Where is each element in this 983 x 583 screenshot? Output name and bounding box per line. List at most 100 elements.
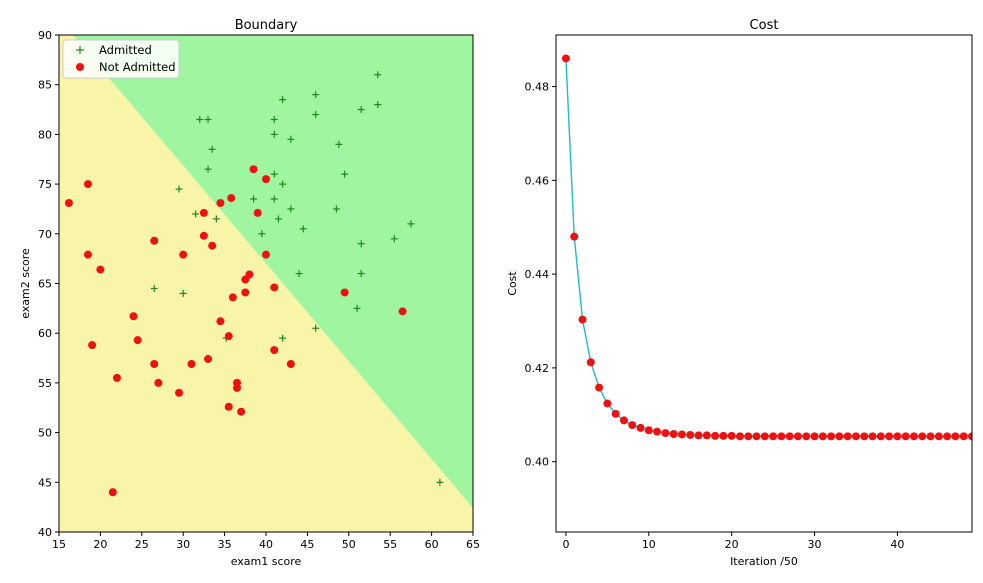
- cost-point: [818, 432, 827, 441]
- admitted-point: [270, 115, 278, 123]
- cost-point: [868, 432, 877, 441]
- admitted-point: [287, 205, 295, 213]
- cost-point: [951, 432, 960, 441]
- cost-point: [760, 432, 769, 441]
- x-tick-label: 20: [725, 538, 739, 551]
- y-tick-label: 60: [38, 327, 52, 340]
- cost-point: [918, 432, 927, 441]
- cost-title: Cost: [750, 18, 779, 33]
- cost-point: [686, 430, 695, 439]
- admitted-point: [204, 165, 212, 173]
- x-tick-label: 60: [425, 538, 439, 551]
- not-admitted-point: [83, 250, 92, 259]
- not-admitted-point: [241, 275, 250, 284]
- cost-point: [628, 421, 637, 430]
- boundary-y-label: exam2 score: [19, 248, 32, 319]
- y-tick-label: 80: [38, 128, 52, 141]
- not-admitted-point: [270, 283, 279, 292]
- cost-y-label: Cost: [506, 271, 519, 296]
- x-tick-label: 45: [300, 538, 314, 551]
- cost-point: [968, 432, 972, 441]
- cost-point: [653, 427, 662, 436]
- admitted-point: [287, 135, 295, 143]
- x-tick-label: 25: [135, 538, 149, 551]
- admitted-point: [192, 210, 200, 218]
- cost-point: [570, 232, 579, 241]
- cost-point: [885, 432, 894, 441]
- admitted-point: [374, 101, 382, 109]
- cost-point: [943, 432, 952, 441]
- admitted-point: [357, 240, 365, 248]
- admitted-point: [332, 205, 340, 213]
- cost-point: [934, 432, 943, 441]
- scatter-points: [64, 71, 444, 497]
- cost-x-label: Iteration /50: [730, 555, 798, 568]
- cost-point: [578, 315, 587, 324]
- not-admitted-point: [224, 402, 233, 411]
- admitted-point: [312, 324, 320, 332]
- x-tick-label: 65: [466, 538, 480, 551]
- cost-series: [561, 54, 972, 441]
- x-tick-label: 15: [52, 538, 66, 551]
- cost-point: [959, 432, 968, 441]
- cost-point: [727, 431, 736, 440]
- y-tick-label: 0.42: [525, 362, 550, 375]
- legend-not-admitted-label: Not Admitted: [99, 60, 176, 74]
- not-admitted-point: [228, 293, 237, 302]
- cost-point: [777, 432, 786, 441]
- cost-point: [835, 432, 844, 441]
- not-admitted-point: [64, 198, 73, 207]
- admitted-point: [279, 96, 287, 104]
- not-admitted-point: [199, 231, 208, 240]
- cost-point: [669, 430, 678, 439]
- admitted-point: [204, 115, 212, 123]
- not-admitted-point: [199, 208, 208, 217]
- cost-chart: 0 10 20 30 40 0.40 0.42 0.44 0.46 0.48 Cost Iter…: [506, 18, 973, 568]
- not-admitted-point: [398, 307, 407, 316]
- admitted-point: [274, 215, 282, 223]
- cost-point: [719, 431, 728, 440]
- cost-point: [785, 432, 794, 441]
- not-admitted-point: [262, 250, 270, 259]
- admitted-point: [357, 270, 365, 278]
- legend-not-admitted-marker: [76, 63, 84, 71]
- y-tick-label: 85: [38, 79, 52, 92]
- cost-point: [603, 399, 612, 408]
- y-tick-label: 40: [38, 526, 52, 539]
- not-admitted-point: [96, 265, 105, 274]
- not-admitted-point: [233, 383, 242, 392]
- admitted-point: [270, 195, 278, 203]
- cost-point: [595, 383, 604, 392]
- cost-point: [802, 432, 811, 441]
- cost-point: [893, 432, 902, 441]
- not-admitted-region: [59, 35, 473, 532]
- cost-point: [827, 432, 836, 441]
- cost-point: [901, 432, 910, 441]
- boundary-chart: 15 20 25 30 35 40 45 50 55 60 65 40 45 50 55 60 65 70 75 8…: [19, 18, 480, 568]
- y-tick-label: 75: [38, 178, 52, 191]
- not-admitted-point: [129, 312, 138, 321]
- not-admitted-point: [253, 208, 262, 217]
- not-admitted-point: [262, 175, 270, 184]
- x-tick-label: 20: [93, 538, 107, 551]
- cost-point: [744, 432, 753, 441]
- cost-point: [926, 432, 935, 441]
- admitted-point: [357, 106, 365, 114]
- not-admitted-point: [340, 288, 349, 297]
- x-tick-label: 55: [383, 538, 397, 551]
- y-tick-label: 0.46: [525, 174, 550, 187]
- cost-point: [851, 432, 860, 441]
- cost-point: [843, 432, 852, 441]
- admitted-point: [250, 195, 258, 203]
- y-tick-label: 0.48: [525, 81, 550, 94]
- not-admitted-point: [249, 165, 258, 174]
- boundary-x-label: exam1 score: [231, 555, 302, 568]
- not-admitted-point: [286, 360, 295, 369]
- admitted-point: [150, 284, 158, 292]
- not-admitted-point: [150, 236, 159, 245]
- cost-point: [586, 358, 595, 367]
- cost-line: [565, 58, 972, 438]
- not-admitted-point: [208, 241, 217, 250]
- cost-point: [611, 409, 620, 418]
